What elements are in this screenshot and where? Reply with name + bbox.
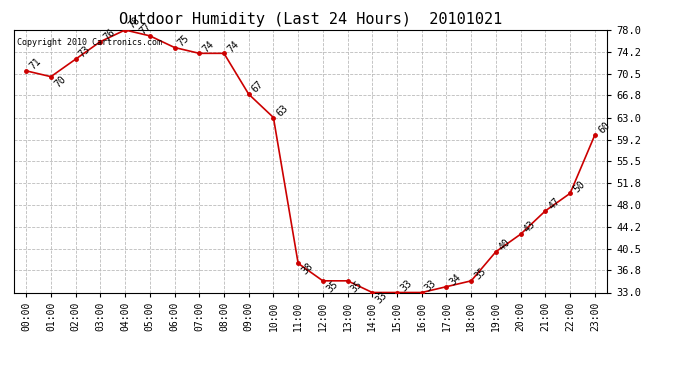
Text: Copyright 2010 Cartronics.com: Copyright 2010 Cartronics.com [17,38,161,47]
Text: 67: 67 [250,80,266,95]
Text: 35: 35 [324,279,339,294]
Text: 35: 35 [349,279,364,294]
Text: 71: 71 [28,56,43,72]
Text: 33: 33 [374,290,389,306]
Title: Outdoor Humidity (Last 24 Hours)  20101021: Outdoor Humidity (Last 24 Hours) 2010102… [119,12,502,27]
Text: 76: 76 [101,27,117,42]
Text: 50: 50 [571,178,587,194]
Text: 38: 38 [299,261,315,276]
Text: 74: 74 [201,39,216,54]
Text: 33: 33 [423,278,439,293]
Text: 74: 74 [226,39,241,54]
Text: 35: 35 [473,266,488,282]
Text: 70: 70 [52,74,68,90]
Text: 78: 78 [126,15,142,31]
Text: 63: 63 [275,103,290,118]
Text: 73: 73 [77,44,92,60]
Text: 43: 43 [522,219,538,235]
Text: 34: 34 [448,272,463,287]
Text: 77: 77 [137,21,152,36]
Text: 33: 33 [398,278,414,293]
Text: 40: 40 [497,237,513,252]
Text: 47: 47 [546,196,562,211]
Text: 60: 60 [596,120,611,136]
Text: 75: 75 [176,33,191,48]
